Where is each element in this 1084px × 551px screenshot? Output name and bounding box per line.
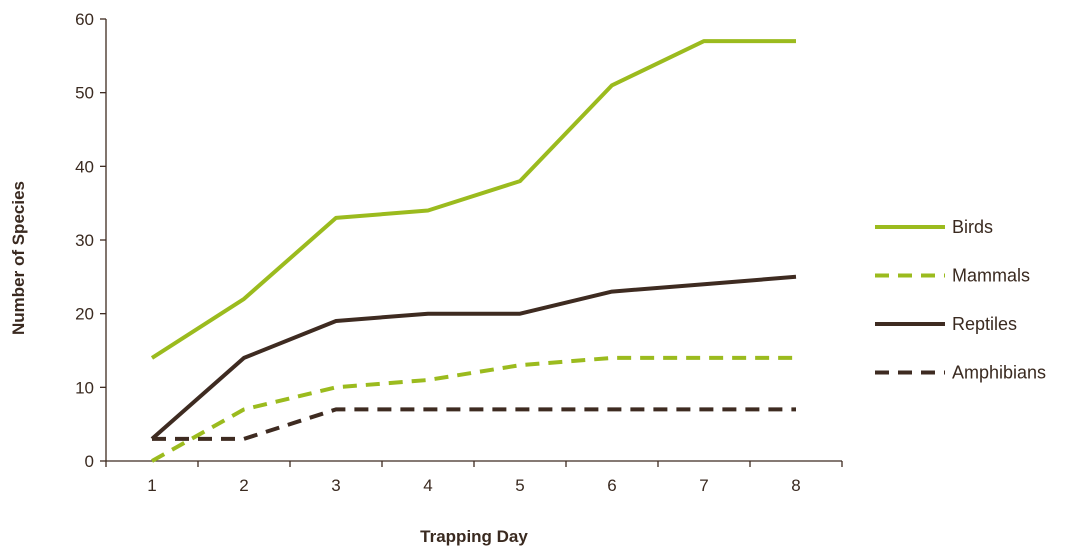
- x-axis-title: Trapping Day: [420, 527, 528, 546]
- series-line-mammals: [151, 355, 796, 463]
- y-tick-label: 20: [75, 305, 94, 324]
- y-tick-label: 40: [75, 157, 94, 176]
- y-tick-label: 50: [75, 84, 94, 103]
- x-tick-label: 5: [515, 476, 524, 495]
- axes: 0 10 20 30 40 50 60 1 2 3 4 5 6 7 8: [75, 10, 843, 495]
- series-layer: [150, 39, 797, 463]
- legend: Birds Mammals Reptiles Amphibians: [875, 217, 1046, 383]
- legend-label-amphibians: Amphibians: [952, 363, 1046, 383]
- y-tick-label: 0: [85, 452, 94, 471]
- x-tick-label: 3: [331, 476, 340, 495]
- y-tick-label: 10: [75, 378, 94, 397]
- x-tick-label: 2: [239, 476, 248, 495]
- x-tick-label: 8: [791, 476, 800, 495]
- y-axis-title: Number of Species: [9, 181, 28, 335]
- series-line-birds: [150, 39, 796, 360]
- y-tick-label: 30: [75, 231, 94, 250]
- legend-label-mammals: Mammals: [952, 266, 1030, 286]
- series-line-reptiles: [150, 274, 797, 441]
- legend-label-reptiles: Reptiles: [952, 314, 1017, 334]
- x-tick-label: 4: [423, 476, 432, 495]
- x-tick-label: 1: [147, 476, 156, 495]
- x-tick-label: 6: [607, 476, 616, 495]
- series-line-amphibians: [152, 407, 796, 441]
- legend-label-birds: Birds: [952, 217, 993, 237]
- x-tick-label: 7: [699, 476, 708, 495]
- y-tick-label: 60: [75, 10, 94, 29]
